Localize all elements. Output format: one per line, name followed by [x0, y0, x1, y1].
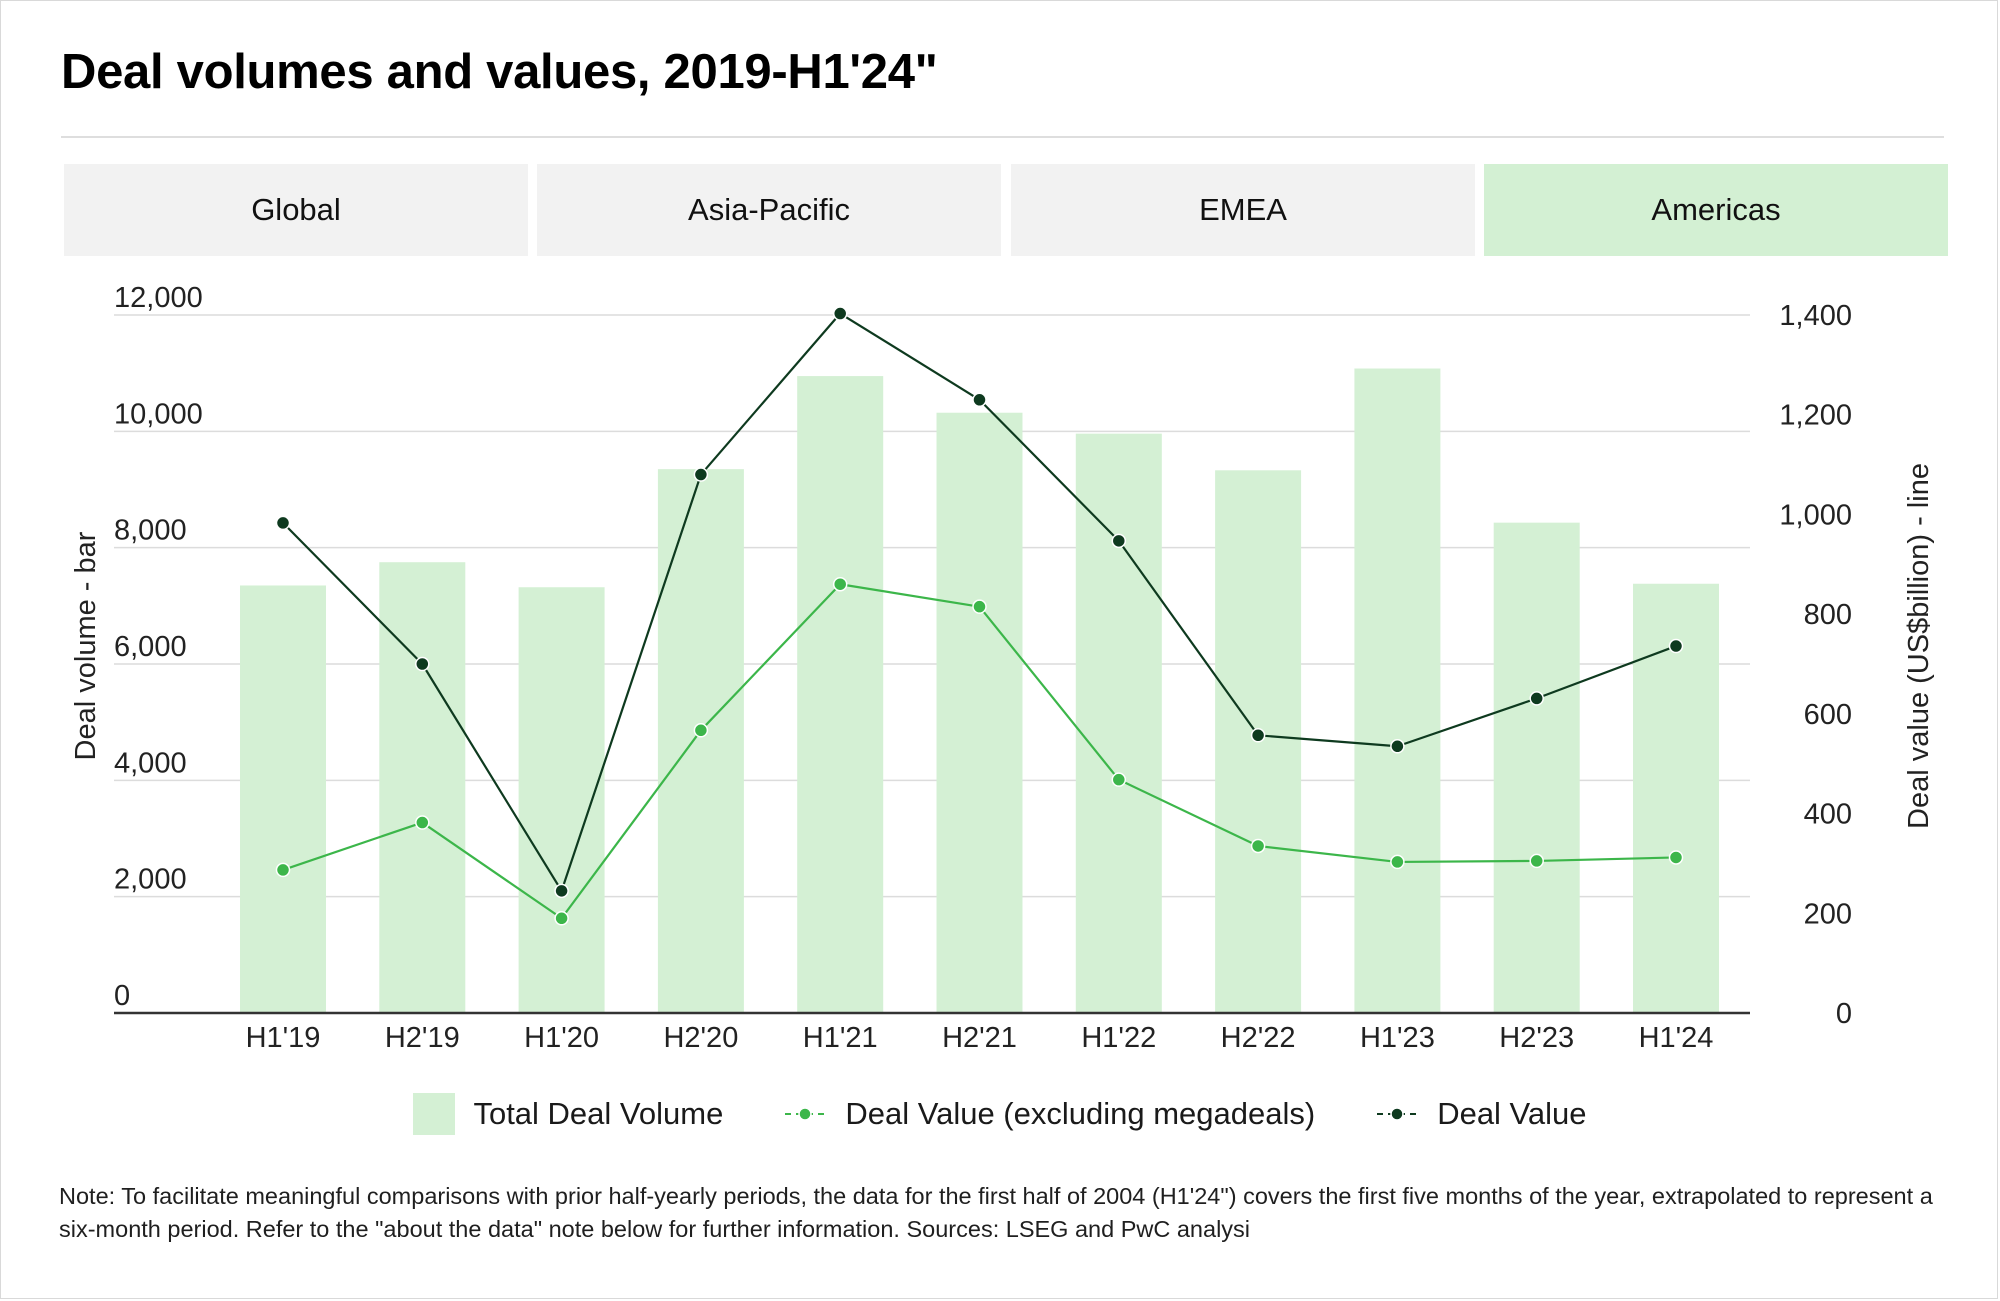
point-deal-value: [415, 656, 430, 672]
bar: [518, 587, 605, 1013]
point-deal-value-ex-megadeals: [415, 815, 430, 830]
legend-line-marker-dark: [1377, 1107, 1418, 1121]
x-tick-label: H2'22: [1221, 1022, 1296, 1054]
legend-label: Deal Value: [1437, 1096, 1587, 1131]
point-deal-value-ex-megadeals: [275, 862, 291, 878]
point-deal-value: [972, 392, 987, 408]
y-tick-label-right: 400: [1804, 799, 1852, 831]
y-tick-label-right: 800: [1804, 599, 1852, 631]
legend-bar-swatch: [413, 1093, 456, 1135]
combo-chart: 0 2,000 4,000 6,000 8,000 10,000 12,000 0 200 400…: [70, 282, 1935, 1054]
y-tick-label-right: 1,000: [1779, 499, 1852, 531]
point-deal-value: [275, 515, 291, 531]
region-tabs: Global Asia-Pacific EMEA Americas: [64, 164, 1948, 256]
x-tick-label: H2'21: [942, 1022, 1017, 1054]
y-tick-label-right: 0: [1836, 998, 1852, 1030]
x-tick-label: H1'19: [246, 1022, 321, 1054]
y-axis-title-right: Deal value (US$billion) - line: [1903, 463, 1935, 829]
legend-label: Deal Value (excluding megadeals): [845, 1096, 1316, 1131]
y-axis-title-left: Deal volume - bar: [70, 531, 102, 760]
x-tick-label: H2'19: [385, 1022, 460, 1054]
x-tick-label: H1'22: [1081, 1022, 1156, 1054]
y-tick-label-left: 12,000: [114, 282, 203, 314]
legend-label: Total Deal Volume: [473, 1096, 724, 1131]
y-tick-label-left: 8,000: [114, 515, 187, 547]
bar: [240, 585, 326, 1013]
y-tick-label-left: 4,000: [114, 747, 187, 779]
y-tick-label-right: 1,200: [1779, 400, 1852, 432]
y-tick-label-right: 1,400: [1779, 300, 1852, 332]
point-deal-value: [832, 306, 848, 321]
x-tick-label: H1'20: [524, 1022, 599, 1054]
tab-global[interactable]: Global: [64, 164, 528, 256]
bar: [936, 412, 1023, 1014]
point-deal-value-ex-megadeals: [832, 576, 848, 592]
point-deal-value: [554, 883, 569, 899]
y-tick-label-left: 2,000: [114, 864, 187, 896]
point-deal-value-ex-megadeals: [554, 911, 569, 926]
point-deal-value: [1390, 739, 1405, 754]
tab-asia-pacific[interactable]: Asia-Pacific: [537, 164, 1001, 256]
bar: [379, 562, 466, 1013]
bar: [1075, 433, 1162, 1013]
x-tick-label: H1'24: [1639, 1022, 1714, 1054]
bar: [657, 469, 744, 1013]
x-tick-label: H1'21: [803, 1022, 878, 1054]
point-deal-value: [1529, 691, 1544, 706]
y-tick-label-left: 0: [114, 980, 130, 1012]
point-deal-value: [1250, 728, 1266, 743]
chart-legend: Total Deal Volume Deal Value (excluding …: [0, 1088, 2000, 1140]
y-tick-label-right: 600: [1804, 699, 1852, 731]
point-deal-value: [693, 467, 709, 482]
chart-title: Deal volumes and values, 2019-H1'24": [61, 45, 938, 99]
y-tick-label-left: 6,000: [114, 631, 187, 663]
point-deal-value-ex-megadeals: [693, 723, 709, 738]
y-tick-label-left: 10,000: [114, 398, 203, 430]
point-deal-value-ex-megadeals: [1668, 850, 1684, 865]
tab-americas[interactable]: Americas: [1484, 164, 1948, 256]
point-deal-value: [1111, 533, 1127, 549]
point-deal-value-ex-megadeals: [972, 599, 987, 614]
x-tick-label: H1'23: [1360, 1022, 1435, 1054]
tab-emea[interactable]: EMEA: [1011, 164, 1475, 256]
legend-item-deal-value-ex-megadeals: Deal Value (excluding megadeals): [783, 1096, 1315, 1132]
footnote: Note: To facilitate meaningful compariso…: [59, 1183, 1933, 1242]
point-deal-value-ex-megadeals: [1111, 772, 1127, 787]
point-deal-value: [1668, 638, 1684, 654]
point-deal-value-ex-megadeals: [1529, 853, 1544, 869]
point-deal-value-ex-megadeals: [1250, 838, 1266, 854]
legend-item-deal-value: Deal Value: [1375, 1096, 1587, 1132]
legend-line-marker-light: [785, 1107, 826, 1121]
bar: [1633, 583, 1719, 1013]
y-tick-label-right: 200: [1804, 898, 1852, 930]
point-deal-value-ex-megadeals: [1390, 854, 1405, 870]
bar: [1493, 522, 1580, 1013]
bar: [1354, 368, 1441, 1014]
x-tick-label: H2'20: [663, 1022, 738, 1054]
legend-item-total-deal-volume: Total Deal Volume: [413, 1093, 723, 1135]
bar: [797, 376, 884, 1013]
x-tick-label: H2'23: [1499, 1022, 1574, 1054]
title-divider: [61, 136, 1944, 138]
